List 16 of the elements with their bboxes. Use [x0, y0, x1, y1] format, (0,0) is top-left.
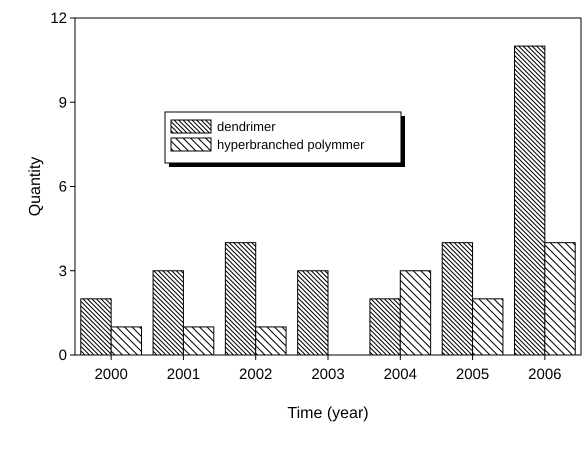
x-tick-label: 2002 [239, 366, 272, 383]
y-tick-label: 3 [58, 262, 67, 280]
x-tick-label: 2005 [456, 366, 490, 383]
x-tick-label: 2000 [94, 366, 128, 383]
legend-label: hyperbranched polymmer [217, 137, 366, 152]
x-tick-label: 2004 [384, 366, 417, 383]
y-tick-label: 0 [58, 347, 67, 364]
y-tick-label: 9 [58, 94, 67, 112]
y-tick-label: 6 [58, 178, 67, 196]
legend-label: dendrimer [217, 119, 276, 134]
y-tick-label: 12 [50, 10, 67, 27]
y-axis-title: Quantity [27, 156, 44, 216]
x-tick-label: 2003 [311, 366, 345, 383]
x-tick-label: 2001 [166, 366, 200, 383]
x-tick-label: 2006 [528, 366, 562, 383]
x-axis-title: Time (year) [287, 405, 369, 422]
